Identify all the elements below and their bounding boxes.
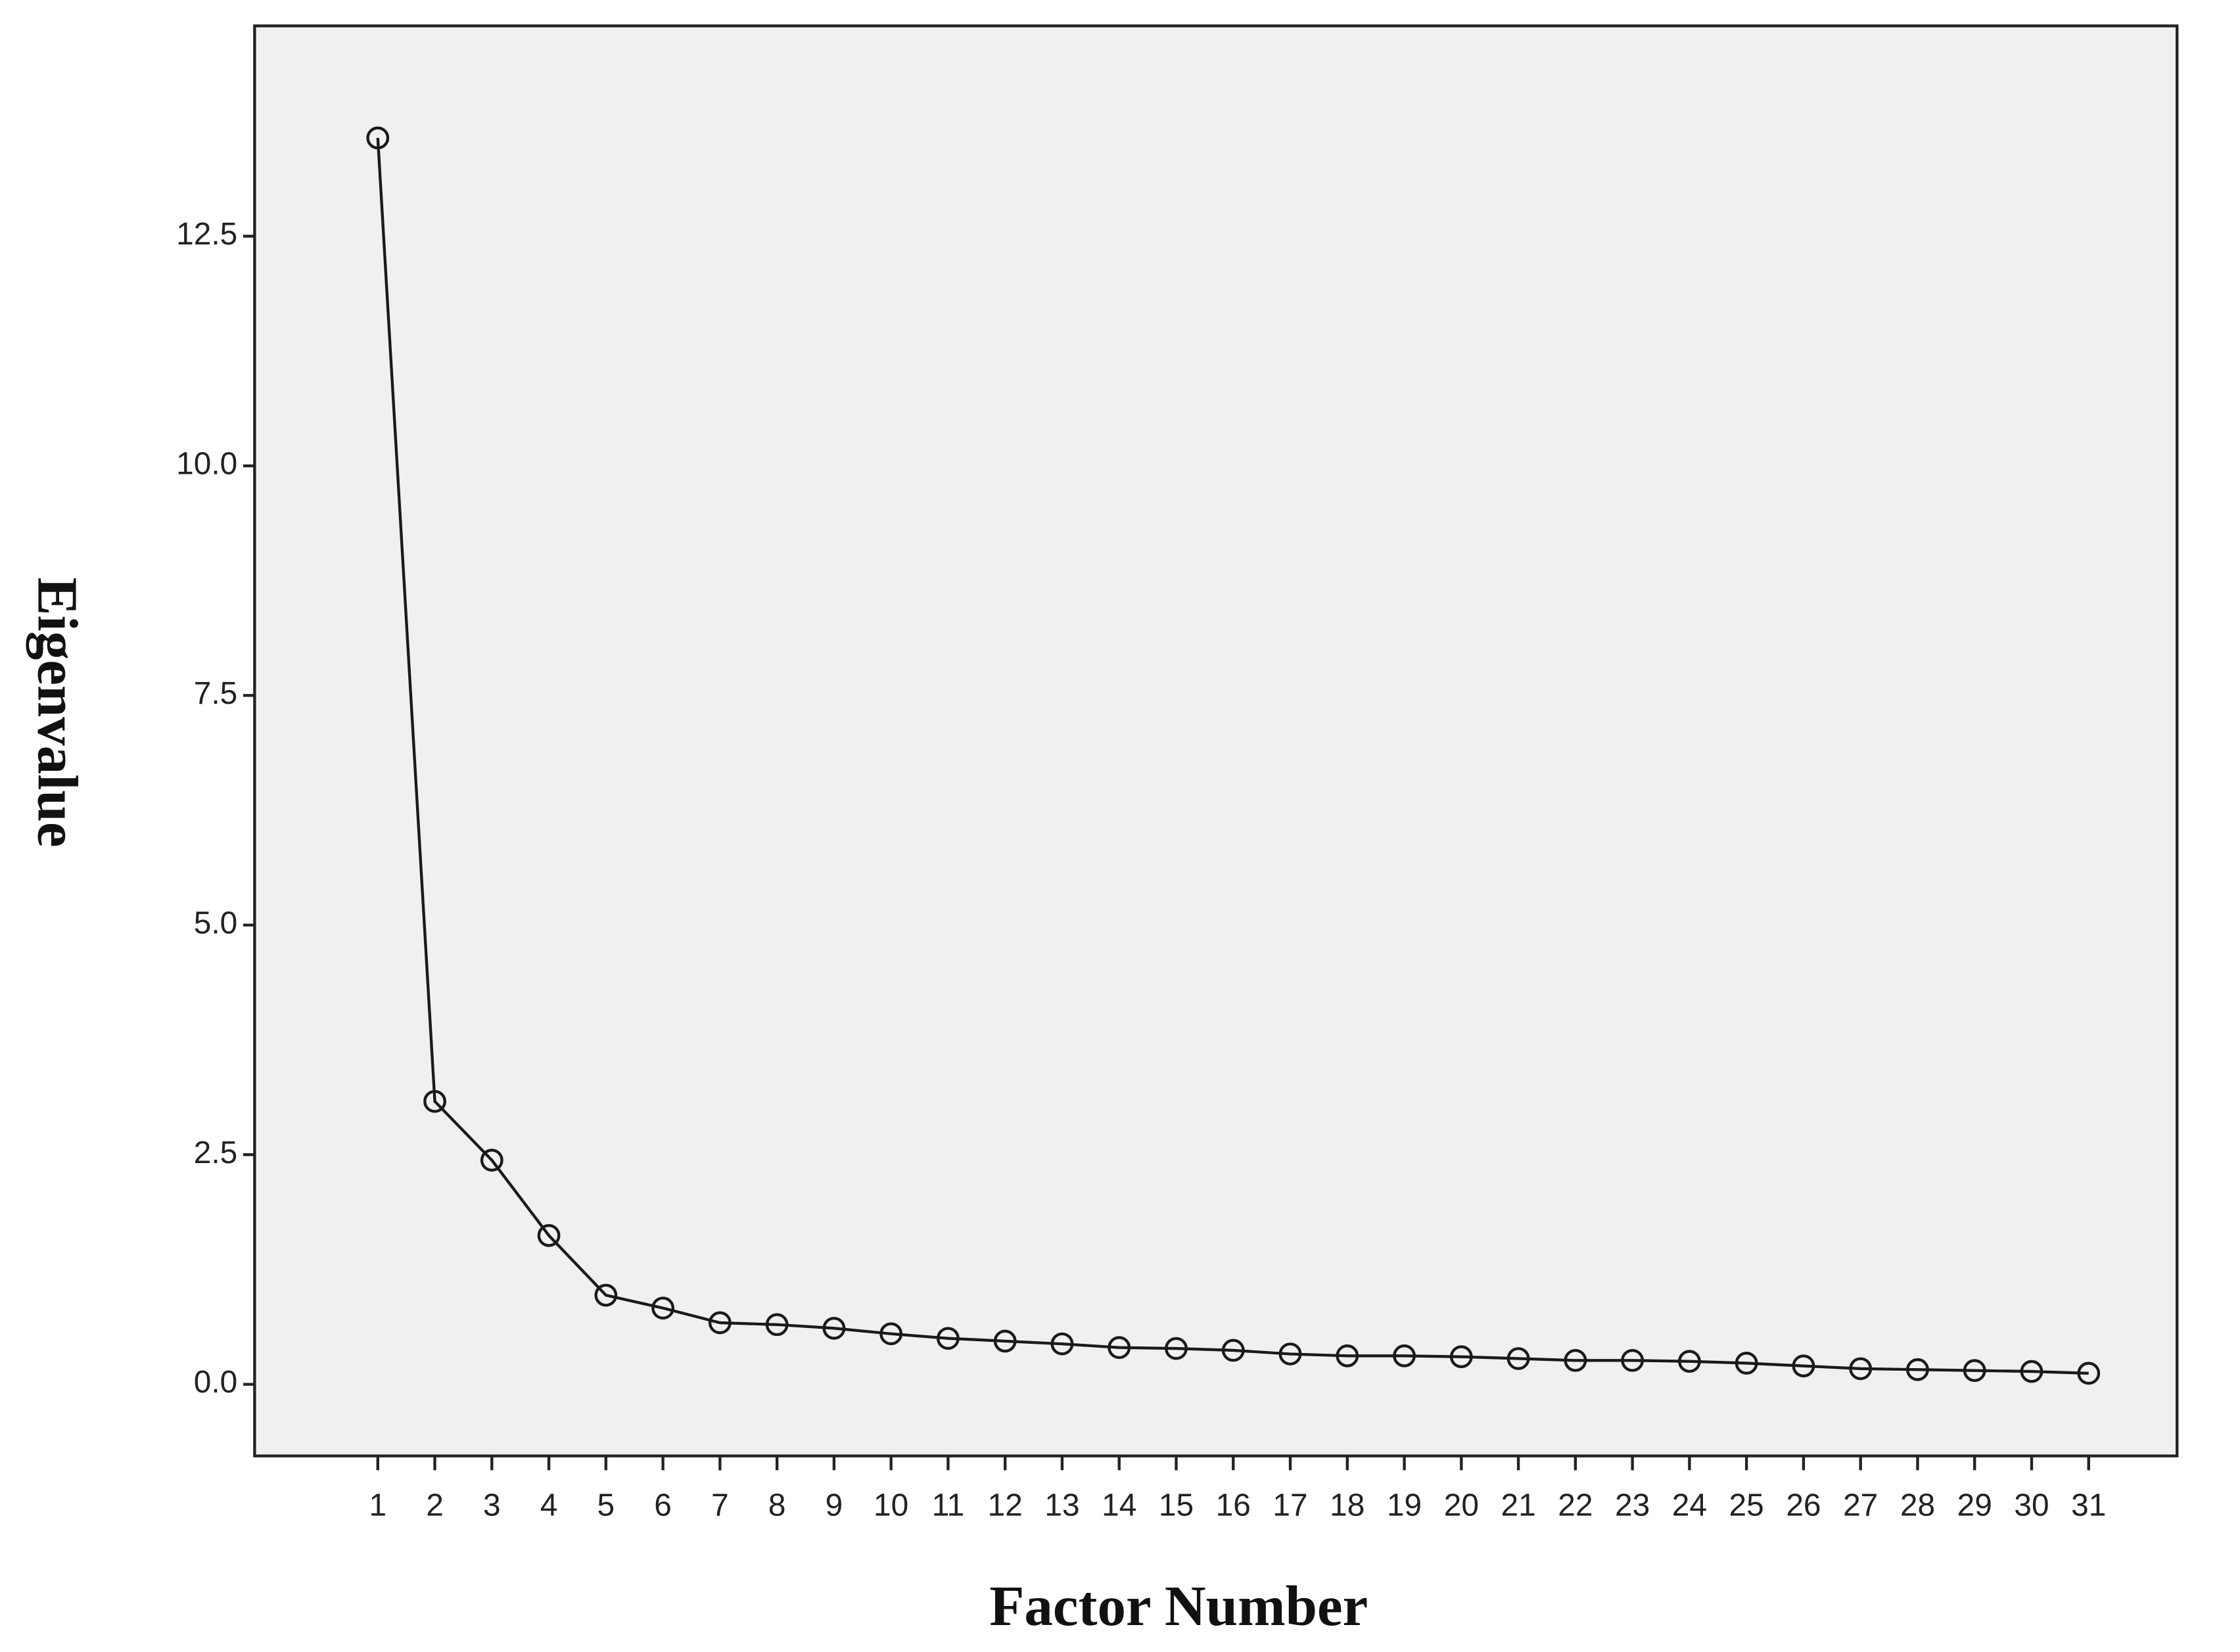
point [2077, 1362, 2101, 1385]
point [993, 1329, 1017, 1353]
point [937, 1327, 960, 1350]
y-tick-label: 5.0 [194, 906, 238, 940]
point [1393, 1344, 1416, 1367]
x-tick-label: 21 [1501, 1488, 1535, 1523]
x-tick-label: 16 [1216, 1488, 1251, 1523]
point [1336, 1344, 1359, 1367]
point [1221, 1339, 1245, 1362]
x-tick-label: 18 [1330, 1488, 1365, 1523]
x-tick-label: 17 [1272, 1488, 1307, 1523]
point [879, 1322, 903, 1346]
x-tick-label: 28 [1900, 1488, 1935, 1523]
x-tick-label: 30 [2014, 1488, 2049, 1523]
y-tick-label: 7.5 [194, 676, 238, 711]
point [651, 1296, 675, 1320]
point [1108, 1336, 1131, 1360]
x-tick-label: 8 [768, 1488, 786, 1523]
y-tick-label: 10.0 [176, 447, 237, 482]
x-tick-label: 26 [1786, 1488, 1821, 1523]
point [1050, 1332, 1074, 1356]
x-tick-label: 13 [1044, 1488, 1079, 1523]
x-tick-label: 1 [369, 1488, 386, 1523]
point [765, 1313, 789, 1337]
point [1621, 1348, 1645, 1372]
point [1735, 1352, 1758, 1375]
x-tick-label: 20 [1444, 1488, 1479, 1523]
point [708, 1311, 732, 1335]
x-tick-label: 10 [874, 1488, 908, 1523]
point [366, 126, 390, 150]
x-tick-label: 3 [483, 1488, 501, 1523]
x-tick-label: 5 [597, 1488, 615, 1523]
x-tick-label: 14 [1102, 1488, 1136, 1523]
point [1564, 1348, 1587, 1372]
x-tick-label: 31 [2071, 1488, 2106, 1523]
x-tick-label: 24 [1672, 1488, 1707, 1523]
point [1963, 1359, 1986, 1383]
x-tick-label: 25 [1729, 1488, 1764, 1523]
x-tick-label: 29 [1957, 1488, 1992, 1523]
point [1906, 1358, 1929, 1381]
x-tick-label: 11 [932, 1488, 965, 1523]
point [1449, 1345, 1473, 1369]
point [1506, 1347, 1530, 1370]
point [1849, 1357, 1873, 1381]
point [537, 1224, 561, 1247]
point [480, 1149, 503, 1172]
x-tick-label: 27 [1843, 1488, 1878, 1523]
line [376, 137, 2089, 1375]
x-tick-label: 9 [826, 1488, 843, 1523]
point [1165, 1337, 1188, 1360]
x-axis-title: Factor Number [989, 1574, 1368, 1638]
point [1677, 1350, 1701, 1373]
point [1278, 1342, 1302, 1365]
point [1792, 1354, 1815, 1378]
point [822, 1316, 846, 1340]
x-tick-label: 19 [1387, 1488, 1422, 1523]
point [423, 1090, 446, 1113]
x-tick-label: 15 [1159, 1488, 1194, 1523]
y-tick-label: 12.5 [176, 217, 237, 252]
x-tick-label: 12 [988, 1488, 1023, 1523]
x-tick-label: 6 [654, 1488, 672, 1523]
y-tick-label: 0.0 [194, 1365, 238, 1400]
point [2020, 1360, 2043, 1383]
x-tick-label: 2 [426, 1488, 444, 1523]
x-tick-label: 22 [1558, 1488, 1593, 1523]
x-tick-label: 7 [711, 1488, 729, 1523]
y-tick-label: 2.5 [194, 1136, 238, 1170]
point [594, 1283, 618, 1307]
y-axis-title: Eigenvalue [26, 577, 89, 847]
plot-area [253, 24, 2179, 1457]
x-tick-label: 23 [1615, 1488, 1650, 1523]
x-tick-label: 4 [540, 1488, 558, 1523]
